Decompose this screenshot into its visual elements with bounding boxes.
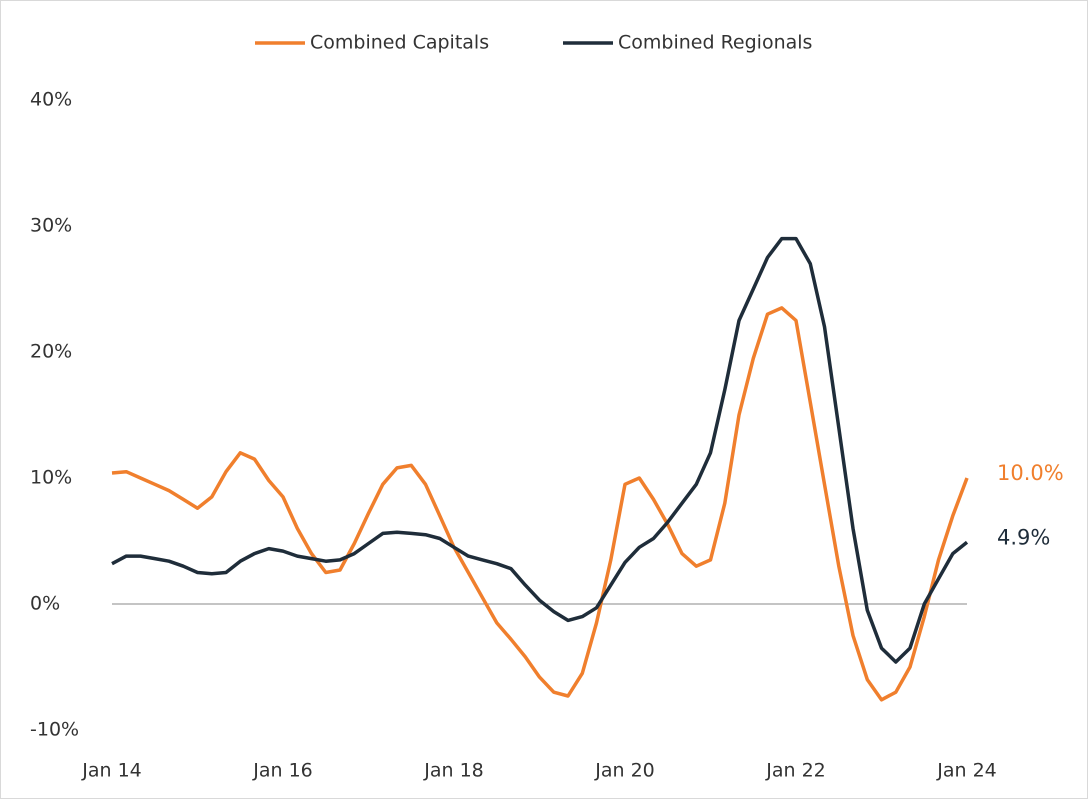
y-tick-label: 40% bbox=[30, 89, 72, 111]
end-label: 10.0% bbox=[997, 461, 1064, 485]
y-tick-label: 20% bbox=[30, 341, 72, 363]
x-tick-label: Jan 24 bbox=[936, 760, 997, 782]
legend-label: Combined Capitals bbox=[310, 32, 489, 54]
end-label: 4.9% bbox=[997, 525, 1050, 549]
x-tick-label: Jan 22 bbox=[765, 760, 826, 782]
y-tick-label: 30% bbox=[30, 215, 72, 237]
legend-label: Combined Regionals bbox=[618, 32, 812, 54]
x-tick-label: Jan 18 bbox=[423, 760, 484, 782]
series-line bbox=[111, 236, 969, 664]
x-tick-label: Jan 20 bbox=[594, 760, 655, 782]
x-tick-label: Jan 16 bbox=[252, 760, 313, 782]
y-tick-label: 10% bbox=[30, 467, 72, 489]
series-line bbox=[111, 306, 969, 702]
y-tick-label: 0% bbox=[30, 593, 60, 615]
y-tick-label: -10% bbox=[30, 719, 79, 741]
x-tick-label: Jan 14 bbox=[81, 760, 142, 782]
